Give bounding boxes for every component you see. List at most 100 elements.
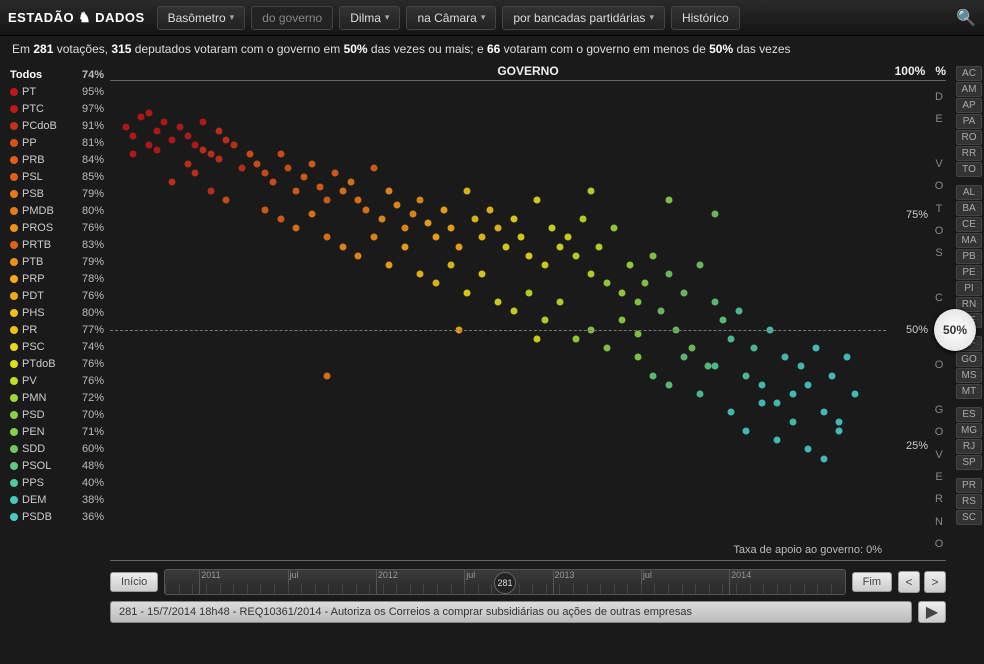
timeline-prev-button[interactable]: < <box>898 571 920 593</box>
data-point[interactable] <box>580 215 587 222</box>
state-to[interactable]: TO <box>956 162 982 177</box>
data-point[interactable] <box>712 211 719 218</box>
data-point[interactable] <box>463 289 470 296</box>
data-point[interactable] <box>836 418 843 425</box>
data-point[interactable] <box>200 119 207 126</box>
state-mt[interactable]: MT <box>956 384 982 399</box>
data-point[interactable] <box>324 372 331 379</box>
data-point[interactable] <box>495 298 502 305</box>
state-am[interactable]: AM <box>956 82 982 97</box>
data-point[interactable] <box>293 225 300 232</box>
data-point[interactable] <box>432 280 439 287</box>
state-rr[interactable]: RR <box>956 146 982 161</box>
state-al[interactable]: AL <box>956 185 982 200</box>
state-pe[interactable]: PE <box>956 265 982 280</box>
data-point[interactable] <box>650 252 657 259</box>
data-point[interactable] <box>518 234 525 241</box>
state-pi[interactable]: PI <box>956 281 982 296</box>
data-point[interactable] <box>130 132 137 139</box>
data-point[interactable] <box>572 335 579 342</box>
data-point[interactable] <box>386 188 393 195</box>
party-row-all[interactable]: Todos 74% <box>10 66 104 83</box>
data-point[interactable] <box>665 381 672 388</box>
data-point[interactable] <box>619 289 626 296</box>
data-point[interactable] <box>432 234 439 241</box>
data-point[interactable] <box>634 354 641 361</box>
data-point[interactable] <box>727 335 734 342</box>
data-point[interactable] <box>510 215 517 222</box>
data-point[interactable] <box>758 400 765 407</box>
data-point[interactable] <box>712 363 719 370</box>
data-point[interactable] <box>588 271 595 278</box>
data-point[interactable] <box>176 123 183 130</box>
state-pa[interactable]: PA <box>956 114 982 129</box>
party-row-psd[interactable]: PSD70% <box>10 406 104 423</box>
data-point[interactable] <box>145 109 152 116</box>
data-point[interactable] <box>665 271 672 278</box>
data-point[interactable] <box>339 188 346 195</box>
data-point[interactable] <box>689 344 696 351</box>
data-point[interactable] <box>138 114 145 121</box>
data-point[interactable] <box>448 261 455 268</box>
data-point[interactable] <box>363 206 370 213</box>
state-sc[interactable]: SC <box>956 510 982 525</box>
state-ap[interactable]: AP <box>956 98 982 113</box>
party-row-pdt[interactable]: PDT76% <box>10 287 104 304</box>
data-point[interactable] <box>355 197 362 204</box>
data-point[interactable] <box>735 308 742 315</box>
data-point[interactable] <box>370 165 377 172</box>
party-row-pen[interactable]: PEN71% <box>10 423 104 440</box>
data-point[interactable] <box>169 178 176 185</box>
data-point[interactable] <box>665 197 672 204</box>
party-row-prb[interactable]: PRB84% <box>10 151 104 168</box>
data-point[interactable] <box>603 344 610 351</box>
data-point[interactable] <box>813 344 820 351</box>
data-point[interactable] <box>603 280 610 287</box>
party-row-pt[interactable]: PT95% <box>10 83 104 100</box>
data-point[interactable] <box>153 146 160 153</box>
party-row-pps[interactable]: PPS40% <box>10 474 104 491</box>
data-point[interactable] <box>479 271 486 278</box>
state-ms[interactable]: MS <box>956 368 982 383</box>
search-icon[interactable]: 🔍 <box>956 8 976 28</box>
data-point[interactable] <box>634 331 641 338</box>
data-point[interactable] <box>184 160 191 167</box>
data-point[interactable] <box>269 178 276 185</box>
data-point[interactable] <box>355 252 362 259</box>
data-point[interactable] <box>696 391 703 398</box>
data-point[interactable] <box>797 363 804 370</box>
state-pr[interactable]: PR <box>956 478 982 493</box>
data-point[interactable] <box>122 123 129 130</box>
party-row-pr[interactable]: PR77% <box>10 321 104 338</box>
data-point[interactable] <box>626 261 633 268</box>
data-point[interactable] <box>851 391 858 398</box>
scatter-chart[interactable]: 75%50%25% DE VOTOS C/ O GOVERNO 50% Taxa… <box>110 81 946 561</box>
party-row-sdd[interactable]: SDD60% <box>10 440 104 457</box>
data-point[interactable] <box>145 142 152 149</box>
data-point[interactable] <box>425 220 432 227</box>
party-row-psl[interactable]: PSL85% <box>10 168 104 185</box>
party-row-pmn[interactable]: PMN72% <box>10 389 104 406</box>
data-point[interactable] <box>401 243 408 250</box>
state-ma[interactable]: MA <box>956 233 982 248</box>
data-point[interactable] <box>223 197 230 204</box>
data-point[interactable] <box>301 174 308 181</box>
data-point[interactable] <box>293 188 300 195</box>
party-row-dem[interactable]: DEM38% <box>10 491 104 508</box>
party-row-prtb[interactable]: PRTB83% <box>10 236 104 253</box>
party-row-psdb[interactable]: PSDB36% <box>10 508 104 525</box>
nav-na-câmara[interactable]: na Câmara▾ <box>406 6 496 30</box>
state-ce[interactable]: CE <box>956 217 982 232</box>
data-point[interactable] <box>277 215 284 222</box>
nav-dilma[interactable]: Dilma▾ <box>339 6 400 30</box>
data-point[interactable] <box>200 146 207 153</box>
data-point[interactable] <box>207 151 214 158</box>
data-point[interactable] <box>642 280 649 287</box>
data-point[interactable] <box>231 142 238 149</box>
state-rj[interactable]: RJ <box>956 439 982 454</box>
data-point[interactable] <box>207 188 214 195</box>
data-point[interactable] <box>805 381 812 388</box>
data-point[interactable] <box>479 234 486 241</box>
data-point[interactable] <box>308 211 315 218</box>
data-point[interactable] <box>657 308 664 315</box>
